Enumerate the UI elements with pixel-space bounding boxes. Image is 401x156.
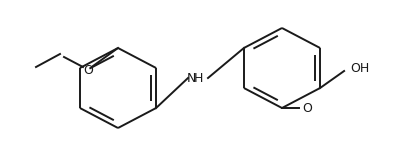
Text: H: H bbox=[193, 71, 203, 85]
Text: O: O bbox=[302, 102, 312, 115]
Text: O: O bbox=[83, 63, 93, 76]
Text: OH: OH bbox=[350, 61, 369, 75]
Text: N: N bbox=[186, 71, 196, 85]
